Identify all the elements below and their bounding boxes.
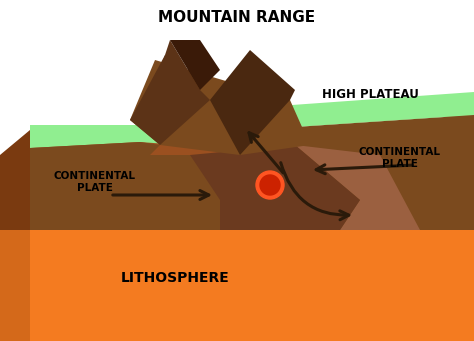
- Polygon shape: [250, 100, 474, 130]
- Text: MOUNTAIN RANGE: MOUNTAIN RANGE: [158, 11, 316, 26]
- Polygon shape: [250, 92, 474, 130]
- Polygon shape: [250, 115, 474, 230]
- Polygon shape: [0, 130, 30, 230]
- Polygon shape: [30, 142, 160, 175]
- Polygon shape: [170, 40, 220, 90]
- Polygon shape: [30, 230, 474, 341]
- Circle shape: [256, 171, 284, 199]
- Polygon shape: [130, 55, 210, 145]
- Polygon shape: [30, 210, 474, 230]
- Polygon shape: [30, 130, 230, 155]
- Polygon shape: [150, 40, 200, 115]
- Polygon shape: [0, 210, 30, 341]
- Polygon shape: [30, 155, 220, 230]
- Text: CONTINENTAL
PLATE: CONTINENTAL PLATE: [54, 171, 136, 193]
- Circle shape: [260, 175, 280, 195]
- Polygon shape: [190, 145, 360, 230]
- Text: CONTINENTAL
PLATE: CONTINENTAL PLATE: [359, 147, 441, 169]
- Polygon shape: [295, 145, 420, 230]
- Polygon shape: [130, 60, 310, 155]
- Text: HIGH PLATEAU: HIGH PLATEAU: [321, 89, 419, 102]
- Text: LITHOSPHERE: LITHOSPHERE: [120, 271, 229, 285]
- Polygon shape: [30, 125, 230, 148]
- Polygon shape: [444, 100, 474, 230]
- Polygon shape: [210, 50, 295, 155]
